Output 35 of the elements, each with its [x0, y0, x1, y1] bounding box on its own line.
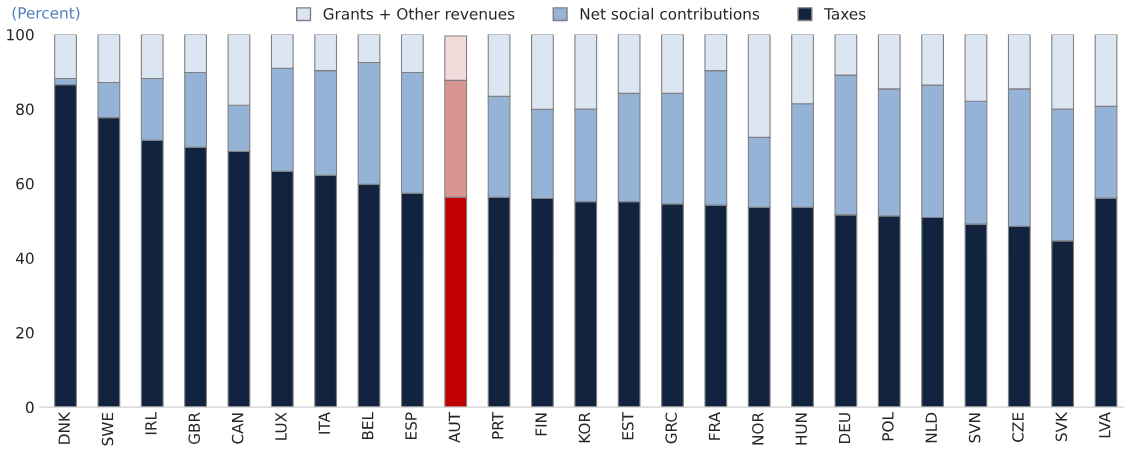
x-tick-label: SVK: [1055, 411, 1068, 442]
x-tick-label: IRL: [145, 412, 157, 435]
y-tick-label: 20: [16, 327, 34, 339]
x-tick-label: AUT: [448, 411, 461, 443]
x-tick-label: NLD: [925, 412, 937, 443]
x-tick-label: LVA: [1099, 412, 1111, 438]
legend-label: Net social contributions: [580, 7, 760, 20]
x-tick-label: DEU: [838, 413, 851, 444]
y-tick-label: 80: [16, 103, 34, 116]
y-tick-label: 60: [16, 178, 34, 190]
y-tick-label: 0: [25, 401, 34, 414]
x-tick-label: GBR: [188, 412, 201, 445]
x-tick-label: GRC: [665, 412, 677, 444]
x-tick-label: SVN: [968, 413, 981, 443]
legend-label: Grants + Other revenues: [323, 7, 515, 20]
x-tick-label: KOR: [578, 412, 591, 443]
y-tick-label: 40: [15, 252, 34, 265]
chart-subtitle: (Percent): [12, 6, 80, 21]
x-tick-label: NOR: [752, 412, 764, 445]
y-tick-label: 100: [7, 28, 34, 41]
x-tick-label: BEL: [362, 412, 374, 440]
x-tick-label: ITA: [318, 412, 330, 434]
x-tick-label: CAN: [231, 413, 244, 444]
x-tick-label: FRA: [708, 412, 721, 440]
x-tick-label: DNK: [58, 411, 70, 444]
x-tick-label: CZE: [1012, 412, 1024, 442]
x-tick-label: LUX: [275, 412, 287, 440]
x-tick-label: FIN: [535, 413, 547, 436]
x-tick-label: EST: [622, 411, 634, 440]
x-tick-label: HUN: [795, 413, 807, 445]
legend-label: Taxes: [823, 8, 866, 20]
x-tick-label: SWE: [101, 412, 114, 446]
x-tick-label: PRT: [492, 411, 504, 439]
x-tick-label: POL: [882, 412, 894, 441]
x-tick-label: ESP: [405, 412, 417, 440]
